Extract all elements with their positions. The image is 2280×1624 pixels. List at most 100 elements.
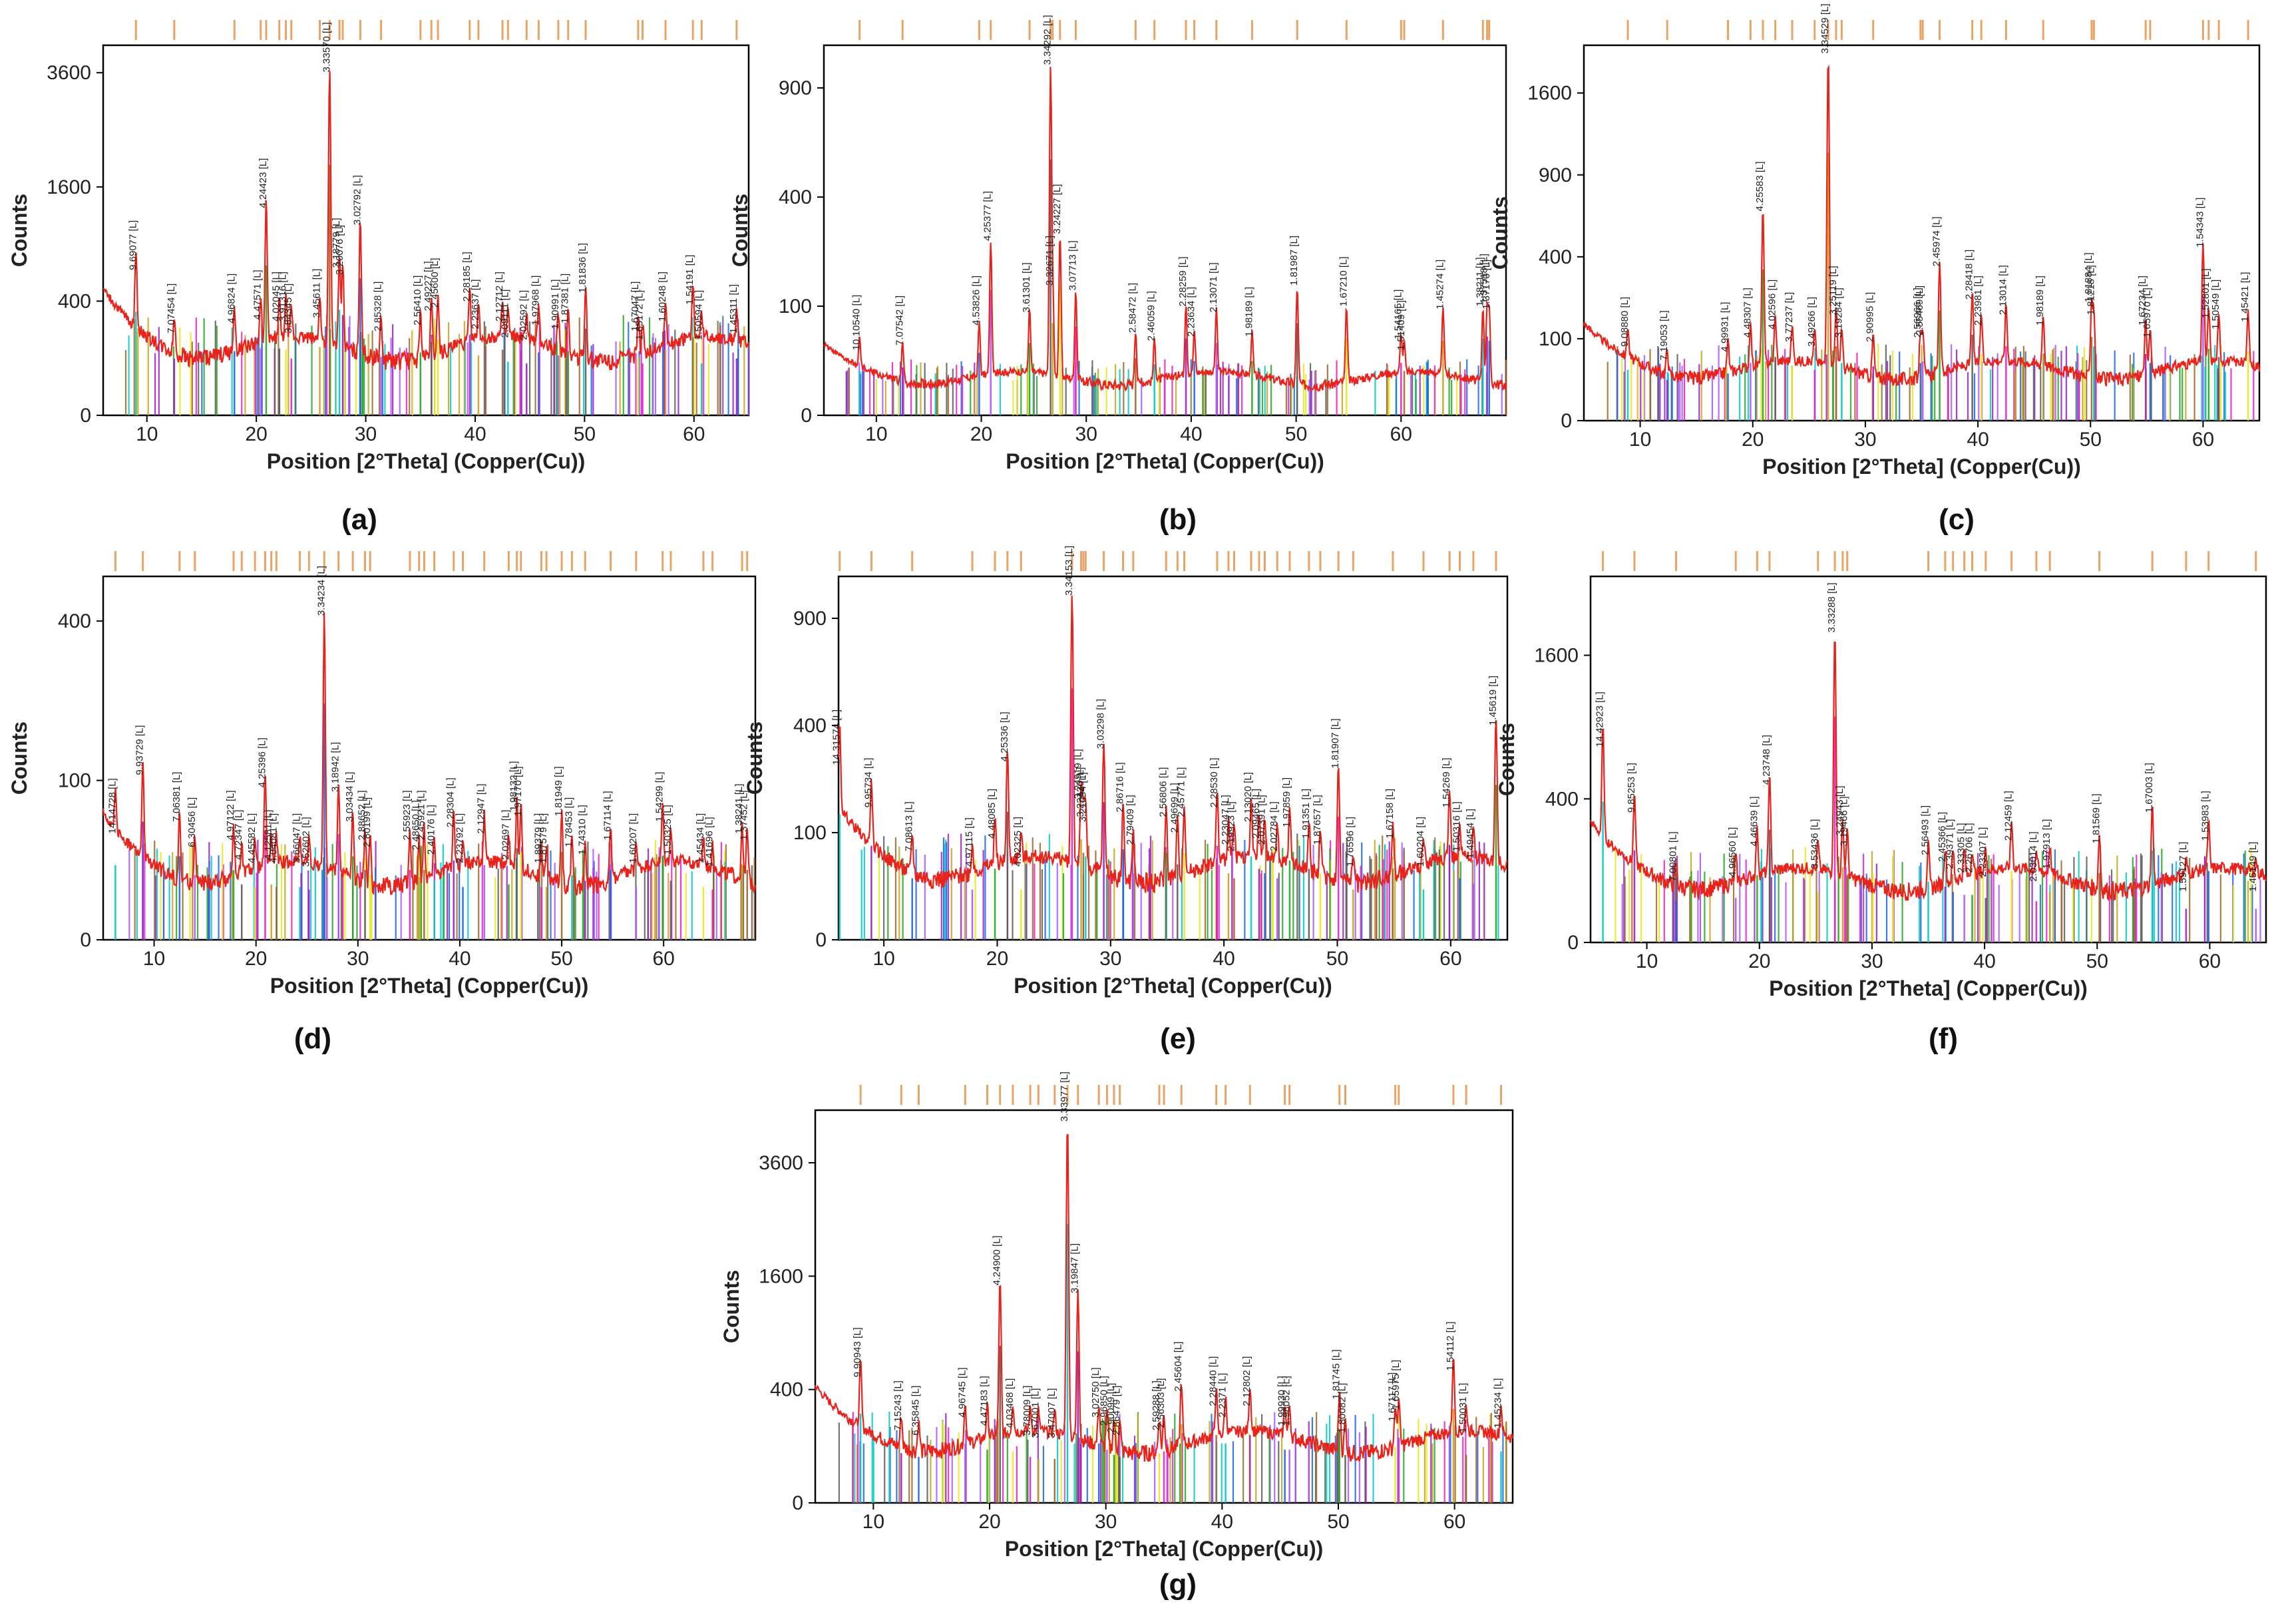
peak-label: 3.34234 [L] <box>315 566 327 616</box>
x-tick-label: 50 <box>1327 1511 1349 1533</box>
peak-label: 2.28304 [L] <box>445 777 457 827</box>
peak-label: 2.23792 [L] <box>455 813 466 863</box>
y-axis-label: Counts <box>728 194 752 267</box>
peak-label: 7.07454 [L] <box>166 284 177 333</box>
peak-label: 3.20076 [L] <box>334 225 345 275</box>
x-axis-label: Position [2°Theta] (Copper(Cu)) <box>1014 974 1332 998</box>
y-tick-label: 400 <box>58 290 91 312</box>
peak-label: 3.22426 [L] <box>1075 767 1086 817</box>
peak-label: 2.12947 [L] <box>476 783 487 833</box>
peak-label: 2.40176 [L] <box>426 805 437 855</box>
peak-label: 1.54299 [L] <box>654 772 665 822</box>
peak-label: 2.13020 [L] <box>1242 772 1254 822</box>
x-tick-label: 20 <box>970 423 992 445</box>
x-tick-label: 30 <box>1861 950 1883 972</box>
peak-label: 4.23748 [L] <box>1761 735 1772 785</box>
peak-label: 7.06381 [L] <box>171 772 182 822</box>
y-tick-label: 100 <box>779 296 812 317</box>
x-tick-label: 10 <box>136 423 158 445</box>
peak-label: 1.67114 [L] <box>602 791 614 840</box>
peak-label: 4.03468 [L] <box>1004 1378 1016 1428</box>
peak-label: 3.52602 [L] <box>300 817 311 867</box>
peak-label: 4.24900 [L] <box>992 1235 1003 1285</box>
peak-label: 2.45600 [L] <box>429 258 441 307</box>
x-tick-label: 30 <box>355 423 377 445</box>
peak-label: 1.37170 [L] <box>1481 260 1492 309</box>
peak-label: 2.46059 [L] <box>1146 291 1157 341</box>
y-tick-label: 0 <box>1567 932 1579 954</box>
y-tick-label: 0 <box>801 405 812 427</box>
peak-label: 2.19923 [L] <box>1225 801 1236 851</box>
y-axis-label: Counts <box>1488 196 1512 270</box>
peak-label: 1.38211 [L] <box>1474 258 1485 307</box>
peak-label: 4.48085 [L] <box>986 789 998 839</box>
peak-label: 2.55469 [L] <box>1914 286 1925 335</box>
x-tick-label: 50 <box>2086 950 2108 972</box>
xrd-pattern-line <box>837 595 1508 894</box>
peak-label: 1.38241 [L] <box>733 783 745 833</box>
peak-label: 2.23307 [L] <box>1977 827 1989 877</box>
panel-label: (e) <box>1160 1022 1196 1055</box>
y-tick-label: 3600 <box>759 1152 803 1174</box>
peak-label: 1.67158 [L] <box>1384 789 1396 839</box>
peak-label: 1.53983 [L] <box>2200 791 2211 841</box>
peak-label: 3.24227 [L] <box>1051 184 1063 234</box>
peak-label: 9.69077 [L] <box>127 220 138 270</box>
peak-label: 1.87381 [L] <box>560 274 571 323</box>
peak-label: 3.32671 [L] <box>1044 236 1055 286</box>
x-tick-label: 60 <box>2199 950 2221 972</box>
panel-label: (d) <box>294 1022 331 1055</box>
peak-label: 1.45311 [L] <box>728 284 739 333</box>
plot-frame <box>823 44 1507 417</box>
peak-label: 2.12712 [L] <box>494 272 505 321</box>
peak-label: 1.74310 [L] <box>576 805 588 855</box>
peak-label: 1.81218 [L] <box>2085 265 2096 315</box>
xrd-panel-c: 9.08880 [L] 7.19053 [L] 4.99931 [L] 4.48307… <box>1488 3 2261 536</box>
xrd-panel-e: 14.31574 [L] 9.95734 [L] 7.08613 [L] 4.9711… <box>743 546 1509 1055</box>
peak-label: 2.33305 [L] <box>1956 823 1967 873</box>
peak-label: 1.98052 [L] <box>1281 1376 1292 1426</box>
peak-label: 2.45366 [L] <box>1937 812 1948 862</box>
x-tick-label: 20 <box>978 1511 1000 1533</box>
peak-label: 1.45421 [L] <box>2239 272 2251 322</box>
peak-label: 2.13014 [L] <box>1997 265 2008 315</box>
peak-label: 1.81949 [L] <box>553 766 564 816</box>
x-tick-label: 40 <box>1213 948 1235 970</box>
peak-label: 1.49454 [L] <box>1465 809 1476 859</box>
peak-label: 1.60204 [L] <box>1415 817 1426 867</box>
peak-label: 4.53826 [L] <box>970 276 982 325</box>
x-tick-label: 60 <box>1390 423 1412 445</box>
peak-label: 2.59288 [L] <box>1151 1380 1162 1430</box>
x-tick-label: 50 <box>1285 423 1307 445</box>
xrd-panel-a: 9.69077 [L] 7.07454 [L] 4.96824 [L] 4.47571… <box>7 20 750 536</box>
peak-label: 3.34153 [L] <box>1063 546 1075 596</box>
peak-label: 1.50031 [L] <box>1457 1383 1469 1433</box>
x-tick-label: 10 <box>872 948 894 970</box>
peak-label: 1.54112 [L] <box>1445 1322 1456 1371</box>
x-tick-label: 40 <box>1967 429 1989 451</box>
peak-label: 3.24919 [L] <box>1073 749 1084 799</box>
y-tick-label: 1600 <box>1527 83 1572 104</box>
peak-label: 1.98132 [L] <box>508 761 520 811</box>
y-tick-label: 400 <box>58 610 91 632</box>
reference-marker-row <box>114 551 749 571</box>
peak-label: 1.97170 [L] <box>512 766 524 816</box>
peak-label: 3.02750 [L] <box>1090 1367 1101 1417</box>
peak-label: 2.96850 [L] <box>1098 1376 1109 1426</box>
x-tick-label: 50 <box>2080 429 2102 451</box>
phase-stick-group <box>124 164 749 415</box>
peak-label: 3.53436 [L] <box>1809 819 1821 869</box>
y-tick-label: 900 <box>779 77 812 99</box>
peak-label: 9.93729 [L] <box>134 725 146 775</box>
peak-label: 1.90991 [L] <box>550 280 561 329</box>
x-tick-label: 20 <box>1748 950 1770 972</box>
y-axis-label: Counts <box>7 721 31 795</box>
xrd-panel-b: 10.10540 [L] 7.07542 [L] 4.53826 [L] 4.2537… <box>728 15 1507 536</box>
peak-label: 3.33977 [L] <box>1059 1072 1070 1121</box>
peak-label: 2.28530 [L] <box>1209 757 1220 807</box>
x-tick-label: 50 <box>574 423 596 445</box>
peak-label: 1.78453 [L] <box>563 797 574 847</box>
peak-label: 2.28185 [L] <box>461 252 473 302</box>
peak-label: 1.65975 [L] <box>1390 1360 1402 1410</box>
xrd-pattern-line <box>102 71 750 371</box>
